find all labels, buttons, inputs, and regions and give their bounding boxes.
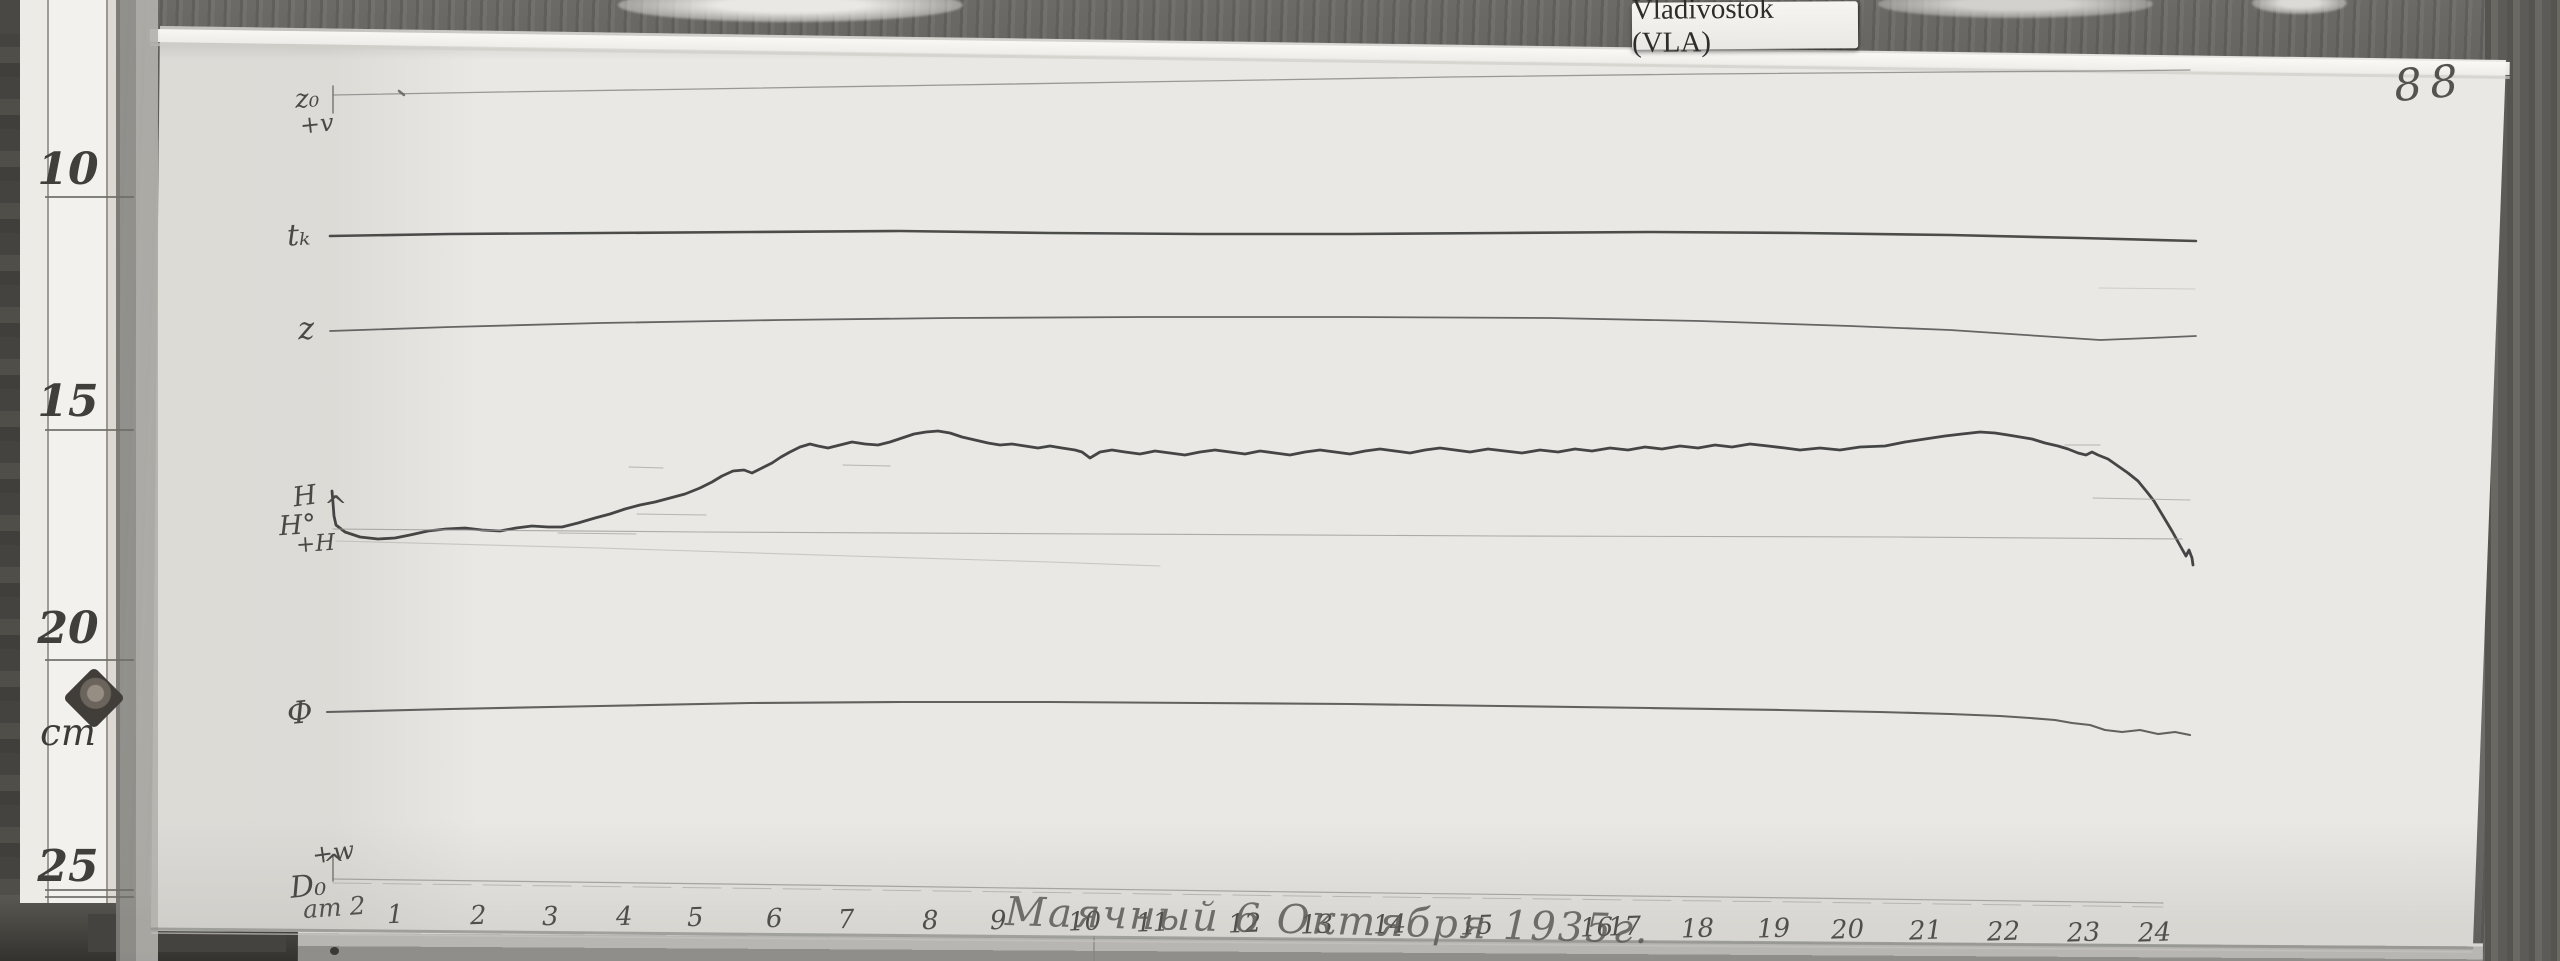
hour-label-2: 2: [469, 900, 488, 932]
ruler-cm-line: [45, 896, 134, 898]
hour-label-21: 21: [1908, 915, 1943, 947]
h0-baseline: [332, 528, 2183, 540]
d0-baseline-upper: [332, 878, 2164, 904]
ruler-cm-line: [45, 429, 134, 431]
wood-left-edge: [0, 0, 22, 961]
plus-v-label: +v: [298, 108, 336, 140]
reference-mark-2: [636, 513, 707, 516]
z0-pen-dot: [397, 89, 406, 97]
bottom-crack-line: [1093, 932, 1095, 961]
ruler-cm-line: [45, 889, 134, 891]
h-component-trace: [330, 429, 2195, 567]
scale-start-label: am 2: [302, 890, 367, 925]
reference-mark-3: [628, 466, 664, 469]
paper-bottom-edge-light: [151, 932, 2473, 953]
ink-speck: [330, 947, 339, 955]
page-number: 88: [2391, 54, 2469, 113]
station-label-sticker: Vladivostok (VLA): [1632, 0, 1859, 58]
station-label-text: Vladivostok (VLA): [1631, 0, 1774, 59]
ruler-mark-25: 25: [37, 841, 99, 892]
z-label: z: [297, 310, 316, 348]
ruler-unit-label: cm: [40, 711, 96, 754]
light-glare: [618, 0, 963, 22]
w-caret-mark: ^: [323, 850, 345, 880]
hour-label-8: 8: [921, 905, 940, 937]
light-glare: [2252, 0, 2347, 14]
hour-label-22: 22: [1986, 916, 2021, 948]
reference-mark-1: [557, 532, 637, 535]
ruler-mark-15: 15: [37, 376, 99, 427]
reference-mark-6: [2092, 497, 2191, 501]
reference-mark-4: [842, 464, 891, 467]
hour-label-6: 6: [765, 903, 784, 935]
d0-baseline-lower: [332, 882, 2164, 908]
light-glare: [1878, 0, 2153, 18]
tk-label: tₖ: [286, 217, 311, 254]
cm-ruler: 10 15 20 25 cm: [20, 0, 134, 903]
phi-label: Ф: [285, 693, 315, 733]
ruler-mark-10: 10: [37, 144, 99, 195]
hour-label-1: 1: [386, 899, 405, 931]
hour-label-5: 5: [686, 902, 705, 934]
paper-bottom-edge-shadow: [150, 927, 2474, 950]
h-caret-mark: ^: [324, 490, 348, 523]
ruler-left-rule-line: [47, 0, 49, 903]
d-trace-faint: [335, 540, 1161, 567]
ruler-mark-20: 20: [37, 603, 99, 654]
z-component-trace: [329, 316, 2197, 341]
hour-label-3: 3: [541, 901, 560, 933]
plus-h-label: +H: [295, 529, 337, 559]
temperature-trace-tk: [328, 229, 2198, 243]
hour-label-20: 20: [1830, 914, 1865, 946]
reference-mark-7: [2098, 287, 2196, 290]
hour-label-23: 23: [2066, 917, 2101, 949]
phi-trace: [325, 700, 2192, 737]
z0-baseline-trace: [332, 69, 2191, 96]
ruler-cm-line: [45, 196, 134, 198]
hour-label-7: 7: [837, 904, 856, 936]
hour-label-4: 4: [615, 901, 634, 933]
hour-label-18: 18: [1680, 913, 1715, 945]
hour-label-24: 24: [2137, 917, 2172, 949]
ruler-cm-line: [45, 659, 134, 661]
ruler-paper-gap-shadow: [116, 0, 158, 961]
hour-label-19: 19: [1756, 913, 1791, 945]
ruler-right-rule-line: [106, 0, 108, 903]
